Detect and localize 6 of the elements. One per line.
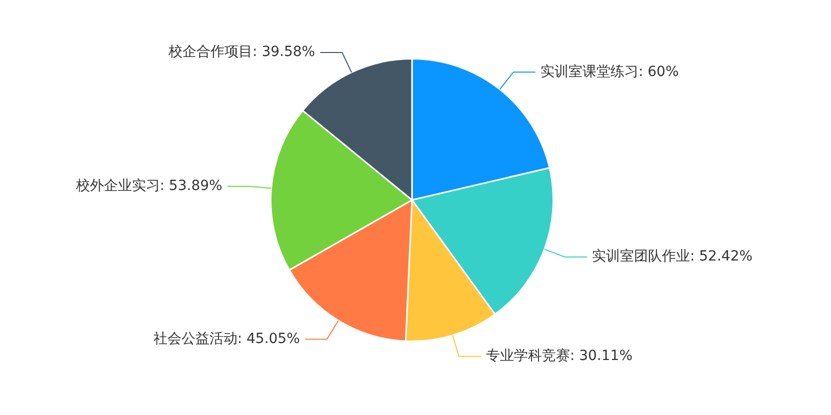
slice-label: 校外企业实习: 53.89% [74, 178, 222, 194]
slice-label: 校企合作项目: 39.58% [168, 44, 316, 60]
slice-label: 社会公益活动: 45.05% [153, 330, 300, 347]
slice-label: 实训室团队作业: 52.42% [592, 248, 753, 265]
slice-label: 实训室课堂练习: 60% [540, 64, 679, 80]
slice-label: 专业学科竞赛: 30.11% [486, 348, 633, 364]
